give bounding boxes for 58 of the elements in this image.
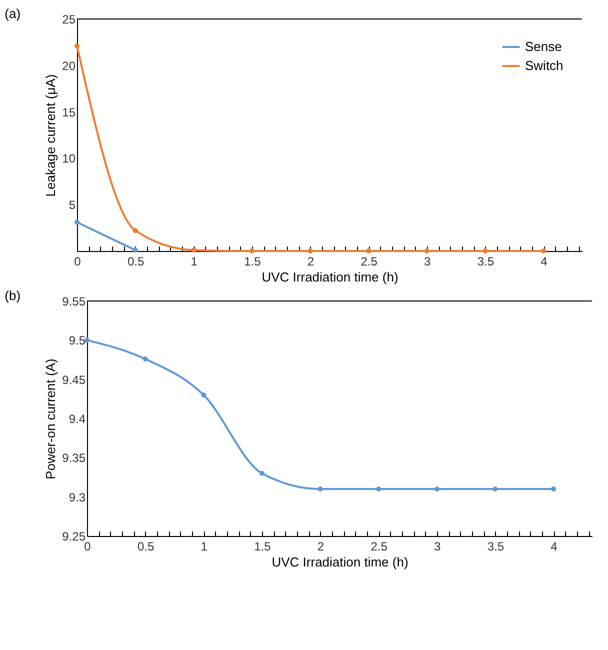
point (541, 248, 546, 254)
point (132, 248, 138, 253)
point (259, 470, 264, 476)
x-tick-label: 0 (84, 540, 92, 554)
legend-label: Switch (525, 58, 564, 73)
point (308, 248, 313, 254)
x-tick-label: 3 (424, 254, 432, 268)
point (424, 248, 430, 254)
x-tick-label: 4 (540, 254, 548, 268)
x-tick-label: 1.5 (254, 540, 272, 554)
y-tick-label: 10 (62, 152, 76, 166)
x-tick-label: 0 (74, 254, 82, 268)
y-tick-label: 9.35 (62, 451, 86, 466)
point (376, 486, 382, 492)
point (318, 486, 323, 492)
y-tick-label: 9.45 (62, 372, 86, 387)
x-axis-title: UVC Irradiation time (h) (262, 270, 398, 284)
y-tick-label: 9.3 (68, 490, 86, 504)
y-axis-title: Power-on current (A) (43, 358, 58, 480)
x-tick-label: 4 (550, 540, 558, 554)
point (74, 220, 80, 225)
y-tick-label: 25 (62, 12, 76, 26)
x-tick-label: 2.5 (370, 540, 388, 554)
y-tick-label: 9.5 (68, 334, 86, 348)
x-tick-label: 2 (307, 254, 314, 268)
point (191, 248, 196, 253)
x-tick-label: 0.5 (127, 254, 144, 268)
x-tick-label: 1.5 (244, 254, 262, 268)
point (201, 392, 206, 398)
x-tick-label: 3.5 (487, 540, 504, 554)
point (74, 43, 80, 48)
point (132, 228, 138, 234)
y-tick-label: 9.25 (62, 530, 86, 544)
y-tick-label: 9.55 (62, 294, 86, 308)
point (249, 248, 254, 254)
point (434, 486, 440, 492)
y-tick-label: 9.4 (68, 412, 86, 426)
y-axis-title: Leakage current (μA) (43, 74, 58, 197)
x-tick-label: 3 (434, 540, 442, 554)
x-tick-label: 3.5 (477, 254, 494, 268)
legend-label: Sense (525, 39, 562, 54)
point (551, 486, 556, 492)
x-tick-label: 2.5 (360, 254, 378, 268)
point (482, 248, 488, 254)
y-tick-label: 20 (62, 58, 76, 73)
point (366, 248, 372, 254)
chart-title: (a) (4, 6, 21, 21)
x-tick-label: 1 (200, 540, 208, 554)
y-tick-label: 15 (62, 105, 76, 120)
point (492, 486, 498, 492)
x-tick-label: 1 (190, 254, 198, 268)
x-tick-label: 2 (317, 540, 324, 554)
y-tick-label: 5 (68, 198, 76, 212)
x-tick-label: 0.5 (137, 540, 154, 554)
point (84, 338, 90, 343)
chart-title: (b) (4, 288, 21, 303)
x-axis-title: UVC Irradiation time (h) (272, 554, 408, 570)
point (142, 356, 148, 362)
